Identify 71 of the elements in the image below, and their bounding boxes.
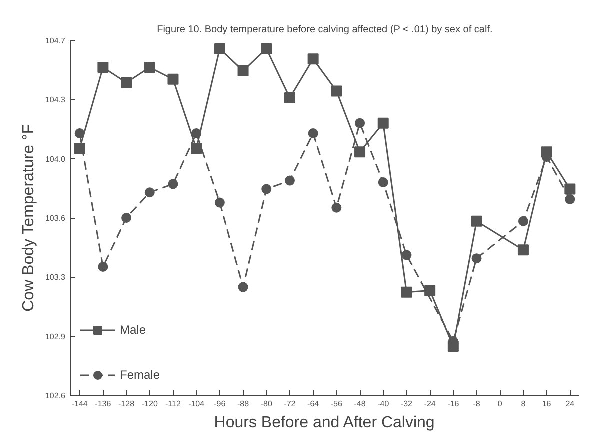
point xyxy=(565,194,576,204)
x-tick-label: -24 xyxy=(424,400,436,408)
point xyxy=(144,62,156,74)
legend-label: Female xyxy=(120,368,160,382)
point xyxy=(518,216,528,226)
point xyxy=(262,184,272,194)
point xyxy=(144,188,155,198)
x-tick-label: -32 xyxy=(400,400,414,408)
point xyxy=(308,128,318,138)
point xyxy=(332,202,342,213)
x-tick-label: -64 xyxy=(308,400,320,408)
point xyxy=(331,86,342,97)
y-tick-label: 104.3 xyxy=(45,96,66,105)
point xyxy=(378,118,389,129)
x-tick-label: -104 xyxy=(188,400,206,408)
point xyxy=(122,213,132,223)
point xyxy=(238,282,248,292)
x-tick-label: -8 xyxy=(473,400,481,408)
point xyxy=(98,62,109,74)
x-tick-label: -88 xyxy=(238,400,250,408)
point xyxy=(168,179,178,190)
point xyxy=(471,216,482,227)
point xyxy=(192,128,202,138)
point xyxy=(354,146,366,158)
point xyxy=(238,65,249,76)
point xyxy=(402,250,412,260)
y-tick-label: 103.6 xyxy=(45,214,66,223)
point xyxy=(424,285,436,296)
point xyxy=(401,286,412,298)
point xyxy=(564,184,576,195)
x-tick-label: -72 xyxy=(284,400,296,408)
point xyxy=(214,43,226,54)
chart-title: Figure 10. Body temperature before calving affected (P < .01) by sex of calf. xyxy=(157,24,493,36)
x-tick-label: -48 xyxy=(354,400,366,408)
point xyxy=(518,244,529,256)
x-tick-label: -136 xyxy=(95,400,112,408)
y-tick-label: 102.6 xyxy=(45,392,66,400)
x-tick-label: -120 xyxy=(142,400,158,408)
point xyxy=(214,198,225,208)
legend-label: Male xyxy=(120,323,146,337)
x-tick-label: -96 xyxy=(214,400,226,408)
x-tick-label: -112 xyxy=(166,400,182,408)
x-tick-label: -16 xyxy=(448,400,460,408)
y-tick-label: 103.3 xyxy=(45,273,66,282)
point xyxy=(121,77,132,88)
y-axis-title: Cow Body Temperature °F xyxy=(20,124,38,312)
point xyxy=(261,43,272,54)
point xyxy=(191,143,202,154)
x-tick-label: 24 xyxy=(566,400,576,408)
x-tick-label: -144 xyxy=(72,400,88,408)
x-axis-title: Hours Before and After Calving xyxy=(214,414,435,432)
y-tick-label: 104.7 xyxy=(45,36,66,46)
x-tick-label: -80 xyxy=(260,400,273,408)
point xyxy=(284,176,295,186)
point xyxy=(378,178,388,188)
x-tick-label: 0 xyxy=(498,400,503,408)
x-tick-label: -56 xyxy=(330,400,344,408)
x-tick-label: 16 xyxy=(542,400,552,408)
point xyxy=(168,74,179,85)
x-tick-label: 8 xyxy=(521,400,526,408)
point xyxy=(98,262,108,272)
point xyxy=(74,128,85,138)
point xyxy=(308,54,319,65)
point xyxy=(284,92,296,104)
y-tick-label: 102.9 xyxy=(45,332,66,342)
point xyxy=(74,143,86,154)
x-tick-label: -128 xyxy=(118,400,136,408)
y-tick-label: 104.0 xyxy=(45,154,66,164)
point xyxy=(472,254,482,264)
point xyxy=(355,118,366,128)
x-tick-label: -40 xyxy=(378,400,390,408)
